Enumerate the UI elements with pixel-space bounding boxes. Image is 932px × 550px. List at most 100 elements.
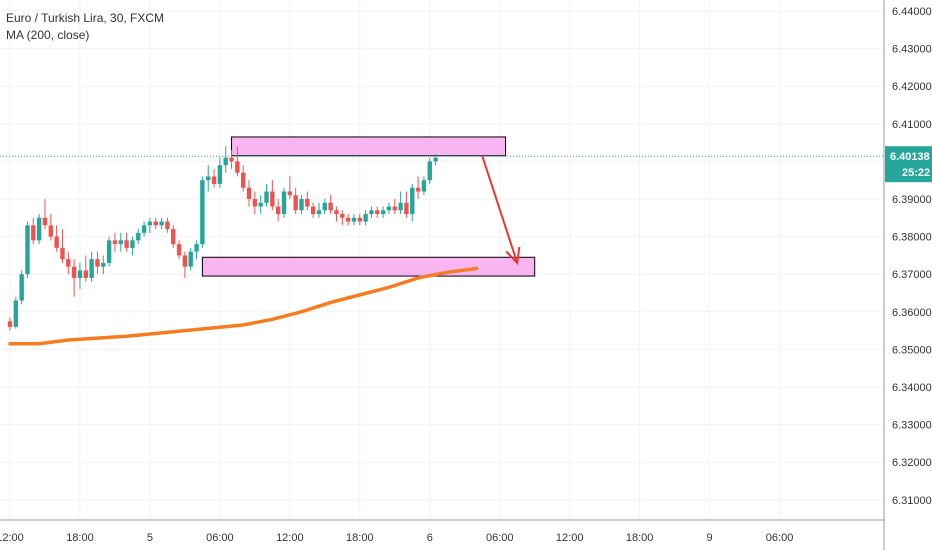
- candle-body: [77, 270, 83, 278]
- candle-body: [176, 244, 182, 256]
- chart-legend: Euro / Turkish Lira, 30, FXCM MA (200, c…: [6, 10, 164, 44]
- candle-body: [159, 221, 164, 226]
- candle-body: [340, 214, 345, 218]
- price-tick-label: 6.41000: [892, 119, 932, 131]
- candle-body: [275, 206, 281, 215]
- candle-body: [433, 157, 438, 162]
- price-tick-label: 6.36000: [892, 307, 932, 319]
- candle-body: [42, 217, 48, 226]
- time-tick-label: 06:00: [486, 532, 514, 544]
- support-resistance-zones[interactable]: [201, 136, 536, 277]
- price-zone: [231, 136, 507, 157]
- candle-body: [89, 259, 94, 278]
- candle-body: [334, 210, 339, 215]
- candle-body: [264, 191, 269, 203]
- time-tick-label: 9: [707, 532, 713, 544]
- candle-body: [171, 229, 176, 245]
- candle-body: [147, 221, 153, 226]
- time-tick-label: 12:00: [276, 532, 304, 544]
- candle-body: [130, 240, 135, 248]
- price-tick-label: 6.39000: [892, 194, 932, 206]
- ma-200-line: [8, 266, 479, 346]
- price-tick-label: 6.37000: [892, 269, 932, 281]
- candle-body: [351, 217, 357, 222]
- candle-body: [316, 210, 322, 215]
- time-tick-label: 5: [147, 532, 153, 544]
- candle-body: [380, 210, 386, 215]
- candle-body: [153, 221, 158, 226]
- candle-body: [270, 191, 275, 207]
- candle-body: [293, 195, 298, 211]
- candle-body: [7, 321, 13, 327]
- candle-body: [13, 300, 19, 327]
- time-tick-label: 06:00: [206, 532, 234, 544]
- candle-body: [328, 202, 333, 211]
- price-zone: [201, 256, 536, 277]
- candle-body: [369, 210, 374, 215]
- candle-body: [421, 180, 427, 192]
- candle-body: [229, 157, 234, 162]
- time-tick-label: 12:00: [556, 532, 584, 544]
- candle-body: [427, 161, 432, 181]
- candle-body: [48, 225, 54, 237]
- arrow-shaft: [481, 155, 519, 264]
- candle-body: [375, 210, 380, 215]
- candle-body: [71, 266, 77, 278]
- candle-body: [188, 251, 193, 267]
- candle-body: [217, 165, 223, 184]
- price-tick-label: 6.35000: [892, 344, 932, 356]
- candle-body: [182, 255, 188, 267]
- candle-body: [287, 191, 293, 196]
- candle-body: [345, 217, 351, 222]
- current-price-tag: 6.40138 25:22: [885, 146, 932, 183]
- candle-body: [252, 199, 258, 207]
- candle-body: [223, 157, 228, 166]
- symbol-label[interactable]: Euro / Turkish Lira, 30, FXCM: [6, 11, 165, 25]
- time-axis[interactable]: 12:00 18:00 5 06:00 12:00 18:00 6 06:00 12:00 18:…: [0, 519, 884, 544]
- arrow-head: [505, 246, 521, 266]
- candle-body: [398, 202, 403, 211]
- price-tick-label: 6.44000: [892, 6, 932, 18]
- indicator-label[interactable]: MA (200, close): [6, 28, 90, 42]
- candle-body: [357, 217, 362, 222]
- candle-body: [386, 206, 392, 211]
- price-tick-label: 6.32000: [892, 457, 932, 469]
- candle-body: [83, 270, 88, 278]
- price-tick-label: 6.42000: [892, 81, 932, 93]
- candle-body: [410, 187, 415, 215]
- candle-body: [66, 259, 71, 267]
- time-tick-label: 06:00: [766, 532, 794, 544]
- candle-body: [194, 244, 199, 252]
- candle-body: [124, 240, 129, 248]
- price-tick-label: 6.43000: [892, 44, 932, 56]
- candle-body: [136, 232, 141, 241]
- candlestick-series: [7, 146, 438, 331]
- candle-body: [118, 240, 123, 245]
- price-tag-value: 6.40138: [890, 151, 930, 163]
- candle-body: [36, 217, 42, 241]
- candle-body: [310, 206, 316, 215]
- candle-body: [322, 202, 328, 211]
- candle-body: [206, 176, 211, 181]
- candle-body: [281, 191, 287, 215]
- candle-body: [19, 274, 24, 301]
- price-axis[interactable]: 6.440006.430006.420006.410006.400006.390…: [883, 0, 932, 550]
- time-tick-label: 6: [427, 532, 433, 544]
- candle-body: [141, 225, 147, 233]
- time-tick-label: 12:00: [0, 532, 24, 544]
- candle-body: [60, 247, 65, 260]
- candle-body: [235, 161, 240, 173]
- time-tick-label: 18:00: [346, 532, 374, 544]
- candle-body: [54, 236, 59, 248]
- candle-body: [415, 187, 421, 192]
- candle-body: [31, 225, 36, 241]
- projection-arrow[interactable]: [481, 155, 521, 266]
- candle-body: [241, 172, 246, 188]
- candle-body: [246, 187, 252, 199]
- moving-average-line: [8, 266, 479, 346]
- candle-body: [25, 225, 30, 275]
- candle-body: [200, 180, 205, 245]
- candle-body: [95, 259, 100, 267]
- candle-body: [299, 199, 304, 211]
